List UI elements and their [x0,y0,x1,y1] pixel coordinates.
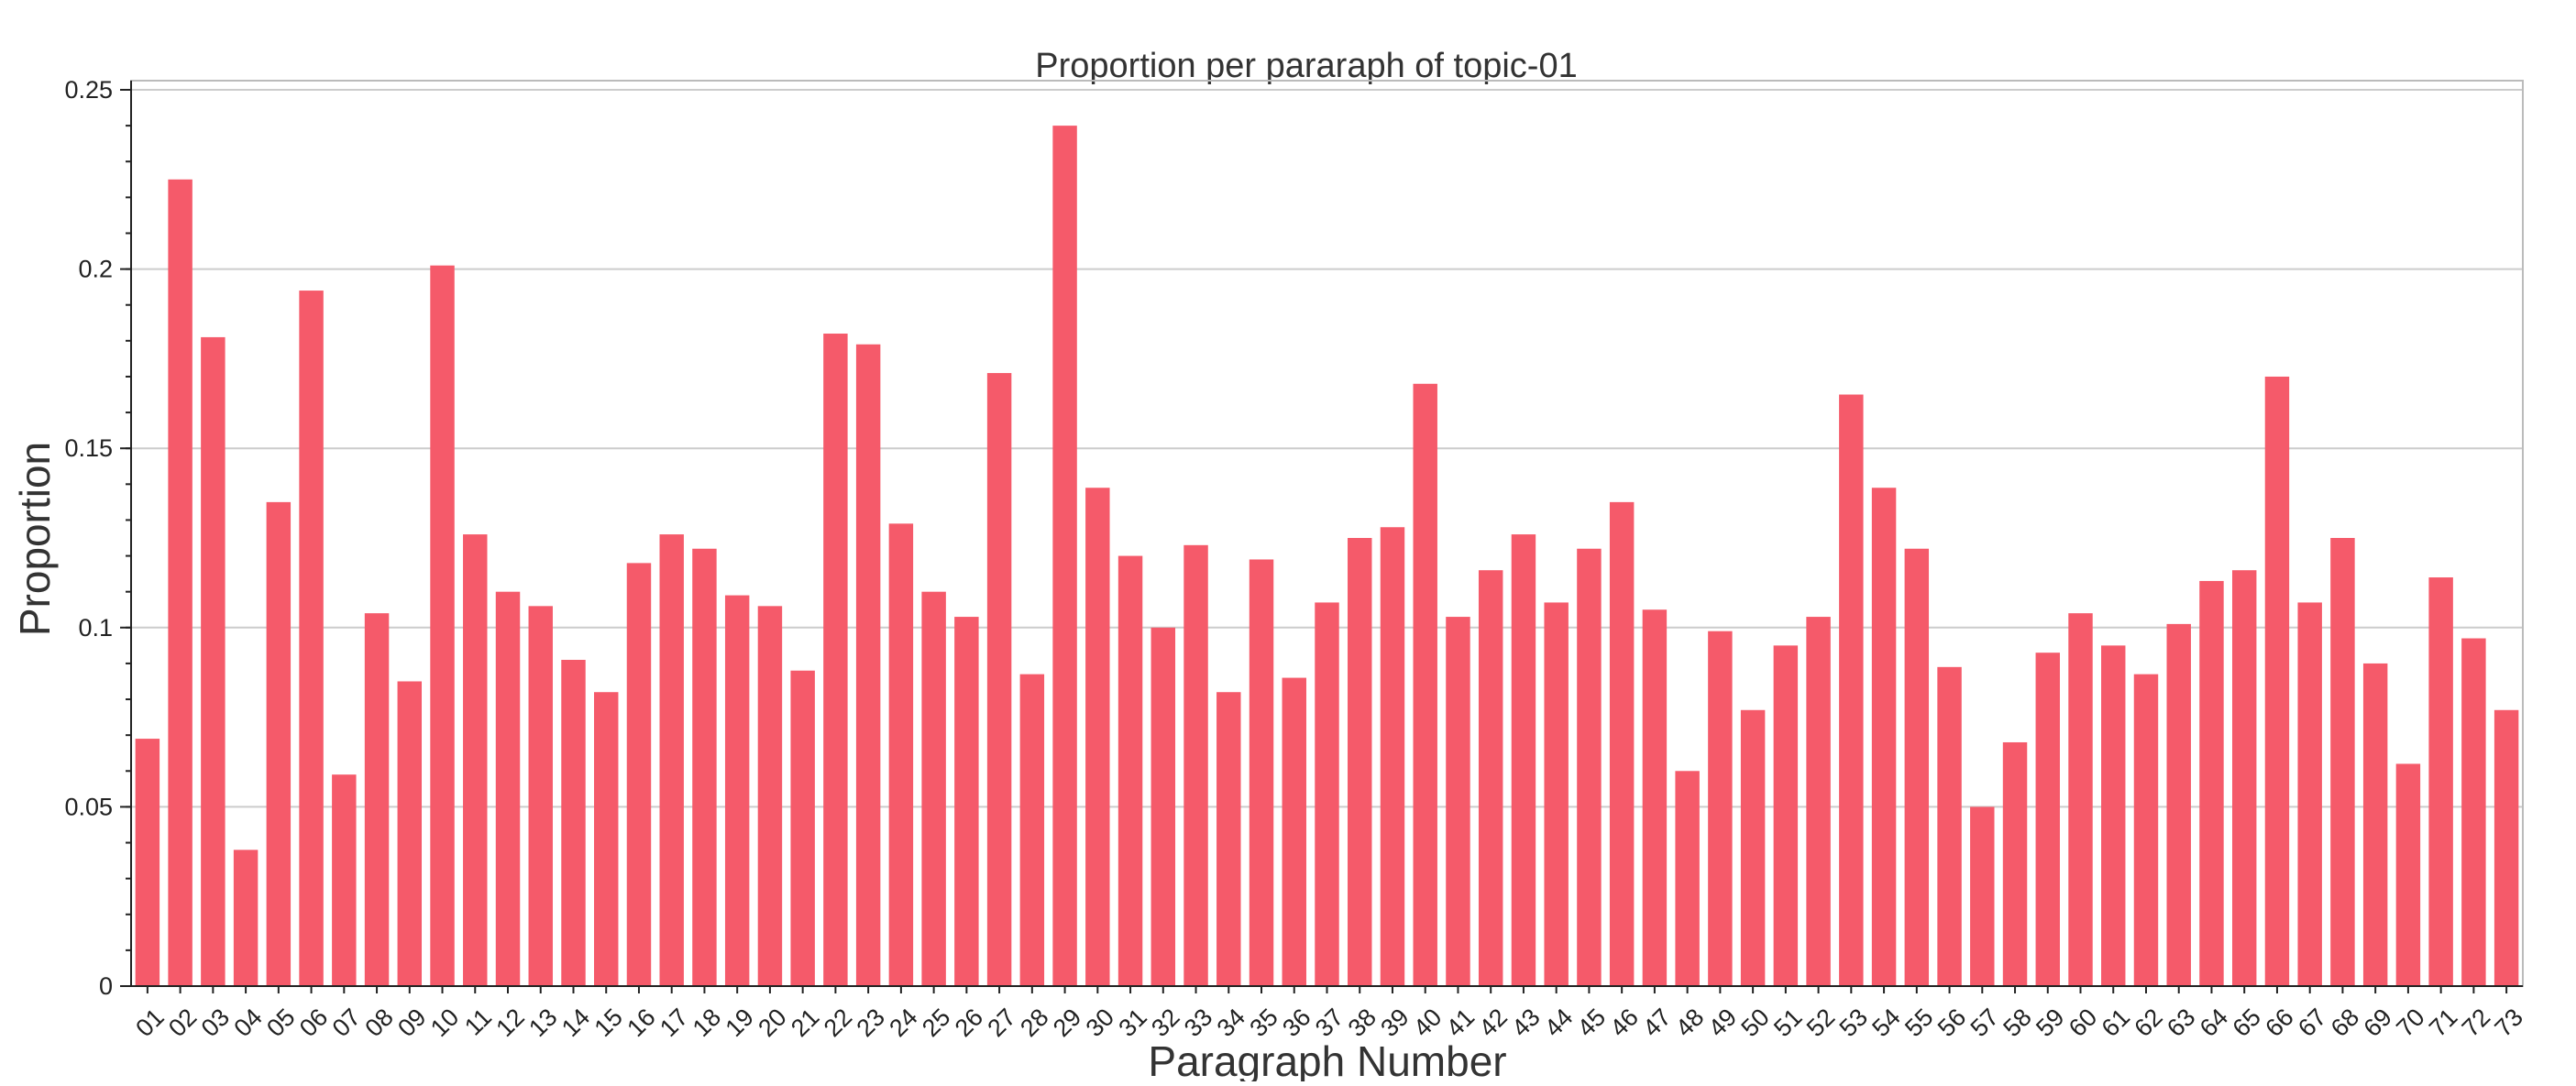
bar [1740,709,1766,986]
bar [2166,623,2191,986]
bar [594,692,619,986]
x-tick-label: 10 [425,1004,464,1042]
bar [2493,709,2519,986]
bar [266,501,292,986]
bar [495,591,521,986]
bar [397,681,423,986]
bar [888,523,914,986]
bar [2428,577,2453,986]
bar [692,548,717,986]
bar [2035,653,2060,986]
bar [2297,602,2322,986]
bar [1150,627,1176,986]
bar [1708,631,1733,986]
bar [921,591,946,986]
bar [954,617,979,986]
bar [332,774,357,986]
bar [1052,126,1077,986]
bar [986,373,1012,987]
y-tick-label: 0.05 [64,793,113,820]
y-tick-label: 0.25 [64,76,113,104]
y-axis-label: Proportion [11,442,59,636]
bar [364,613,390,986]
bar [1085,488,1110,986]
bar [561,660,586,986]
bars [135,126,2519,987]
bar [2133,674,2159,986]
bar [790,670,815,986]
bar [1117,555,1143,986]
bar [1675,771,1700,986]
bar [724,595,750,986]
bar [855,344,881,986]
x-tick-label: 73 [2489,1004,2527,1042]
bar [2199,580,2224,986]
bar [1478,570,1503,986]
bar [1348,538,1372,986]
bar [1839,394,1864,986]
bar [299,291,324,986]
y-tick-label: 0.1 [78,614,113,642]
bar [233,850,259,986]
bar [1282,677,1306,986]
x-axis-label: Paragraph Number [1148,1037,1506,1081]
bar [1249,559,1274,986]
bar [1216,692,1241,986]
y-tick-label: 0 [99,972,113,1000]
bar [626,563,652,986]
bar [1871,488,1897,986]
bar [2264,376,2290,987]
bar [168,179,193,987]
bar [1183,544,1208,986]
bar [463,534,488,986]
bar [2395,763,2421,986]
bar [1446,617,1470,986]
bar [135,739,160,986]
bar [2461,638,2486,986]
bar [1511,534,1536,986]
bar [1413,383,1437,986]
y-tick-label: 0.2 [78,256,113,283]
y-tick-label: 0.15 [64,434,113,462]
bar [1773,645,1799,986]
bar [1806,617,1831,986]
bar [1577,548,1602,986]
bar [1609,501,1635,986]
bar [659,534,684,986]
bar [2362,663,2388,986]
bar [823,334,848,986]
chart-title: Proportion per pararaph of topic-01 [1035,47,1577,85]
bar [1544,602,1569,986]
bar [1970,806,1995,986]
bar [1315,602,1339,986]
bar [757,606,783,986]
bar [528,606,553,986]
bar [1380,527,1405,986]
bar [2231,570,2257,986]
bar [1937,666,1962,986]
bar [1642,609,1668,986]
bar [1904,548,1930,986]
bar [2330,538,2355,986]
bar [2101,645,2126,986]
bar [2068,613,2093,986]
y-axis: 0 0.05 0.1 0.15 0.2 0.25 [64,76,132,1000]
x-axis: 0102030405060708091011121314151617181920… [130,985,2528,1042]
bar [430,265,455,986]
bar [1019,674,1045,986]
bar [201,336,226,987]
bar [2002,741,2028,986]
